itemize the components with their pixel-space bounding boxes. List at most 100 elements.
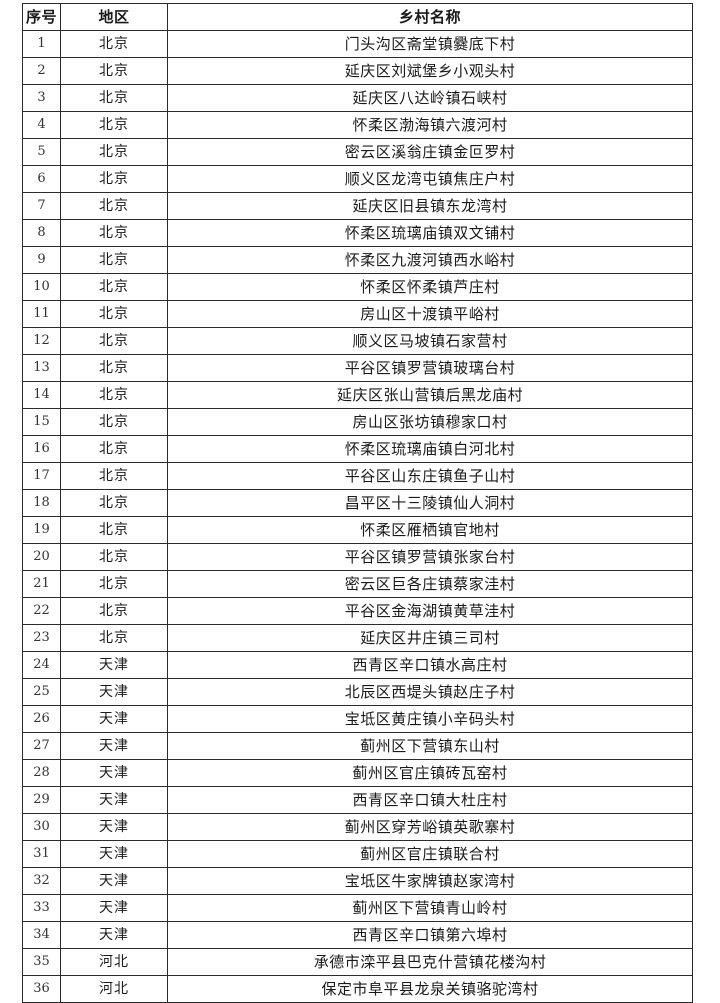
table-row: 11 北京 房山区十渡镇平峪村 [22,300,693,328]
cell-village-name: 保定市阜平县龙泉关镇骆驼湾村 [167,975,693,1003]
table-row: 3 北京 延庆区八达岭镇石峡村 [22,84,693,112]
cell-region: 天津 [60,786,168,814]
cell-region: 北京 [60,570,168,598]
cell-village-name: 蓟州区官庄镇砖瓦窑村 [167,759,693,787]
cell-region: 北京 [60,381,168,409]
cell-village-name: 西青区辛口镇第六埠村 [167,921,693,949]
cell-region: 北京 [60,462,168,490]
table-row: 31 天津 蓟州区官庄镇联合村 [22,840,693,868]
cell-region: 北京 [60,246,168,274]
cell-region: 天津 [60,813,168,841]
table-row: 27 天津 蓟州区下营镇东山村 [22,732,693,760]
cell-village-name: 房山区张坊镇穆家口村 [167,408,693,436]
table-row: 26 天津 宝坻区黄庄镇小辛码头村 [22,705,693,733]
cell-region: 北京 [60,111,168,139]
table-row: 29 天津 西青区辛口镇大杜庄村 [22,786,693,814]
cell-region: 天津 [60,921,168,949]
cell-index: 11 [22,300,61,328]
table-row: 22 北京 平谷区金海湖镇黄草洼村 [22,597,693,625]
cell-region: 北京 [60,516,168,544]
cell-village-name: 怀柔区琉璃庙镇白河北村 [167,435,693,463]
table-row: 9 北京 怀柔区九渡河镇西水峪村 [22,246,693,274]
cell-index: 28 [22,759,61,787]
cell-village-name: 平谷区山东庄镇鱼子山村 [167,462,693,490]
cell-index: 24 [22,651,61,679]
cell-region: 天津 [60,867,168,895]
table-row: 25 天津 北辰区西堤头镇赵庄子村 [22,678,693,706]
cell-region: 天津 [60,678,168,706]
cell-index: 25 [22,678,61,706]
cell-index: 2 [22,57,61,85]
cell-village-name: 蓟州区下营镇东山村 [167,732,693,760]
column-header-name: 乡村名称 [167,3,693,31]
cell-village-name: 怀柔区琉璃庙镇双文铺村 [167,219,693,247]
cell-index: 22 [22,597,61,625]
table-row: 5 北京 密云区溪翁庄镇金叵罗村 [22,138,693,166]
cell-index: 10 [22,273,61,301]
table-row: 33 天津 蓟州区下营镇青山岭村 [22,894,693,922]
table-row: 28 天津 蓟州区官庄镇砖瓦窑村 [22,759,693,787]
cell-region: 天津 [60,651,168,679]
cell-village-name: 蓟州区官庄镇联合村 [167,840,693,868]
cell-index: 15 [22,408,61,436]
table-row: 20 北京 平谷区镇罗营镇张家台村 [22,543,693,571]
table-row: 13 北京 平谷区镇罗营镇玻璃台村 [22,354,693,382]
cell-village-name: 门头沟区斋堂镇爨底下村 [167,30,693,58]
table-header: 序号 地区 乡村名称 [22,3,693,31]
cell-index: 35 [22,948,61,976]
cell-village-name: 延庆区刘斌堡乡小观头村 [167,57,693,85]
cell-region: 北京 [60,165,168,193]
cell-index: 13 [22,354,61,382]
cell-village-name: 延庆区井庄镇三司村 [167,624,693,652]
header-row: 序号 地区 乡村名称 [22,3,693,31]
cell-village-name: 昌平区十三陵镇仙人洞村 [167,489,693,517]
table-row: 2 北京 延庆区刘斌堡乡小观头村 [22,57,693,85]
cell-index: 36 [22,975,61,1003]
cell-index: 16 [22,435,61,463]
cell-village-name: 北辰区西堤头镇赵庄子村 [167,678,693,706]
table-row: 35 河北 承德市滦平县巴克什营镇花楼沟村 [22,948,693,976]
cell-index: 31 [22,840,61,868]
cell-village-name: 平谷区镇罗营镇张家台村 [167,543,693,571]
cell-region: 北京 [60,30,168,58]
cell-index: 19 [22,516,61,544]
cell-region: 河北 [60,975,168,1003]
cell-region: 北京 [60,84,168,112]
column-header-index: 序号 [22,3,61,31]
cell-index: 4 [22,111,61,139]
village-table: 序号 地区 乡村名称 1 北京 门头沟区斋堂镇爨底下村 2 北京 延庆区刘斌堡乡小观头村 3… [22,3,693,1003]
cell-village-name: 顺义区龙湾屯镇焦庄户村 [167,165,693,193]
cell-village-name: 房山区十渡镇平峪村 [167,300,693,328]
cell-village-name: 延庆区旧县镇东龙湾村 [167,192,693,220]
cell-index: 14 [22,381,61,409]
cell-village-name: 延庆区张山营镇后黑龙庙村 [167,381,693,409]
cell-village-name: 平谷区金海湖镇黄草洼村 [167,597,693,625]
table-row: 21 北京 密云区巨各庄镇蔡家洼村 [22,570,693,598]
table-row: 34 天津 西青区辛口镇第六埠村 [22,921,693,949]
table-row: 6 北京 顺义区龙湾屯镇焦庄户村 [22,165,693,193]
cell-village-name: 宝坻区牛家牌镇赵家湾村 [167,867,693,895]
cell-region: 天津 [60,732,168,760]
cell-index: 26 [22,705,61,733]
cell-index: 12 [22,327,61,355]
cell-region: 北京 [60,273,168,301]
column-header-region: 地区 [60,3,168,31]
cell-region: 北京 [60,192,168,220]
cell-village-name: 西青区辛口镇大杜庄村 [167,786,693,814]
cell-village-name: 蓟州区穿芳峪镇英歌寨村 [167,813,693,841]
cell-village-name: 平谷区镇罗营镇玻璃台村 [167,354,693,382]
cell-index: 18 [22,489,61,517]
cell-village-name: 怀柔区怀柔镇芦庄村 [167,273,693,301]
cell-index: 23 [22,624,61,652]
table-row: 1 北京 门头沟区斋堂镇爨底下村 [22,30,693,58]
cell-index: 34 [22,921,61,949]
cell-index: 30 [22,813,61,841]
cell-index: 5 [22,138,61,166]
cell-region: 北京 [60,624,168,652]
cell-region: 北京 [60,597,168,625]
cell-region: 北京 [60,138,168,166]
cell-index: 29 [22,786,61,814]
cell-region: 北京 [60,543,168,571]
table-row: 18 北京 昌平区十三陵镇仙人洞村 [22,489,693,517]
cell-region: 北京 [60,435,168,463]
